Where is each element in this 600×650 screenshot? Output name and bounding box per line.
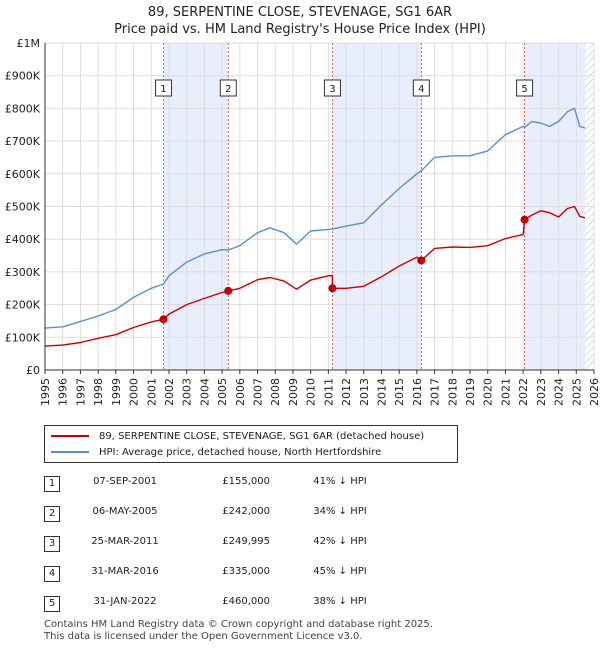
x-tick-label: 2016: [411, 378, 424, 406]
x-tick-label: 1995: [39, 378, 52, 406]
x-tick-label: 2025: [570, 378, 583, 406]
sale-row: 5 31-JAN-2022 £460,000 38% ↓ HPI: [0, 596, 600, 616]
x-tick-label: 2004: [198, 378, 211, 406]
sale-hpi-diff: 34% ↓ HPI: [313, 506, 367, 517]
x-tick-label: 2007: [252, 378, 265, 406]
legend: 89, SERPENTINE CLOSE, STEVENAGE, SG1 6AR…: [44, 425, 458, 463]
footer-attribution: Contains HM Land Registry data © Crown c…: [44, 619, 433, 643]
sale-date: 31-JAN-2022: [93, 596, 157, 607]
sale-marker-label: 1: [160, 84, 166, 95]
chart-subtitle: Price paid vs. HM Land Registry's House …: [114, 22, 486, 37]
footer-copyright: Contains HM Land Registry data © Crown c…: [44, 619, 433, 630]
legend-swatch-hpi: [51, 451, 89, 453]
sale-marker-box: [154, 79, 172, 97]
sale-point: [417, 256, 426, 265]
legend-label-property: 89, SERPENTINE CLOSE, STEVENAGE, SG1 6AR…: [99, 430, 425, 442]
x-tick-label: 2024: [553, 378, 566, 406]
sale-date: 06-MAY-2005: [92, 506, 158, 517]
x-tick-label: 1998: [92, 378, 105, 406]
sale-marker-label: 2: [225, 84, 231, 95]
sale-point: [520, 215, 529, 224]
sale-hpi-diff: 38% ↓ HPI: [313, 596, 367, 607]
sale-marker-label: 3: [329, 84, 335, 95]
x-tick-label: 2017: [429, 378, 442, 406]
x-tick-label: 1997: [74, 378, 87, 406]
y-tick-label: £500K: [5, 201, 41, 214]
x-tick-label: 2026: [588, 378, 600, 406]
legend-item-property: 89, SERPENTINE CLOSE, STEVENAGE, SG1 6AR…: [45, 428, 424, 444]
x-tick-label: 2021: [499, 378, 512, 406]
sale-point: [328, 284, 337, 293]
x-tick-label: 2001: [145, 378, 158, 406]
x-tick-label: 2023: [535, 378, 548, 406]
x-tick-label: 2000: [128, 378, 141, 406]
sale-date: 31-MAR-2016: [91, 566, 159, 577]
x-tick-label: 2002: [163, 378, 176, 406]
x-tick-label: 2008: [269, 378, 282, 406]
x-tick-label: 2012: [340, 378, 353, 406]
sale-price: £249,995: [222, 536, 270, 547]
sale-date: 25-MAR-2011: [91, 536, 159, 547]
y-tick-label: £800K: [5, 102, 41, 115]
sale-number-badge: 2: [44, 506, 60, 522]
sale-hpi-diff: 41% ↓ HPI: [313, 476, 367, 487]
x-tick-label: 1999: [110, 378, 123, 406]
sale-price: £460,000: [222, 596, 270, 607]
legend-item-hpi: HPI: Average price, detached house, Nort…: [45, 444, 381, 460]
footer-licence: This data is licensed under the Open Gov…: [44, 631, 363, 642]
sale-hpi-diff: 42% ↓ HPI: [313, 536, 367, 547]
sale-price: £335,000: [222, 566, 270, 577]
sale-marker-box: [412, 79, 430, 97]
y-tick-label: £400K: [5, 233, 41, 246]
sale-row: 1 07-SEP-2001 £155,000 41% ↓ HPI: [0, 476, 600, 496]
sale-marker-label: 5: [521, 84, 527, 95]
x-tick-label: 2011: [322, 378, 335, 406]
x-tick-label: 2009: [287, 378, 300, 406]
sale-row: 2 06-MAY-2005 £242,000 34% ↓ HPI: [0, 506, 600, 526]
y-tick-label: £300K: [5, 266, 41, 279]
x-tick-label: 2020: [482, 378, 495, 406]
y-tick-label: £600K: [5, 168, 41, 181]
chart-title: 89, SERPENTINE CLOSE, STEVENAGE, SG1 6AR: [147, 5, 453, 20]
x-tick-label: 2003: [181, 378, 194, 406]
sale-number-badge: 5: [44, 596, 60, 612]
x-tick-label: 2010: [305, 378, 318, 406]
sale-marker-box: [219, 79, 237, 97]
x-tick-label: 2015: [393, 378, 406, 406]
legend-label-hpi: HPI: Average price, detached house, Nort…: [99, 446, 382, 458]
y-tick-label: £700K: [5, 135, 41, 148]
sale-row: 3 25-MAR-2011 £249,995 42% ↓ HPI: [0, 536, 600, 556]
sale-date: 07-SEP-2001: [93, 476, 157, 487]
price-chart: 1 2 3 4 5 £0 £100K £200K £300K £400K £500K £600K £7…: [5, 37, 600, 406]
y-tick-label: £1M: [17, 37, 41, 50]
x-tick-label: 2013: [358, 378, 371, 406]
sale-row: 4 31-MAR-2016 £335,000 45% ↓ HPI: [0, 566, 600, 586]
sale-marker-label: 4: [418, 84, 424, 95]
sale-hpi-diff: 45% ↓ HPI: [313, 566, 367, 577]
sale-number-badge: 1: [44, 476, 60, 492]
y-tick-label: £0: [26, 364, 40, 377]
x-tick-label: 2019: [464, 378, 477, 406]
sale-marker-box: [323, 79, 341, 97]
x-tick-label: 2018: [446, 378, 459, 406]
y-tick-label: £100K: [5, 331, 41, 344]
hpi-series-line: [44, 107, 586, 329]
x-tick-label: 2022: [517, 378, 530, 406]
x-tick-label: 2014: [375, 378, 388, 406]
sale-marker-box: [516, 79, 534, 97]
sale-price: £155,000: [222, 476, 270, 487]
sale-price: £242,000: [222, 506, 270, 517]
sale-number-badge: 3: [44, 536, 60, 552]
y-tick-label: £200K: [5, 299, 41, 312]
sale-point: [224, 286, 233, 295]
sale-number-badge: 4: [44, 566, 60, 582]
property-series-line: [44, 205, 586, 347]
x-tick-label: 1996: [57, 378, 70, 406]
sale-point: [159, 315, 168, 324]
x-tick-label: 2005: [216, 378, 229, 406]
y-tick-label: £900K: [5, 70, 41, 83]
legend-swatch-property: [51, 435, 89, 437]
x-tick-label: 2006: [234, 378, 247, 406]
